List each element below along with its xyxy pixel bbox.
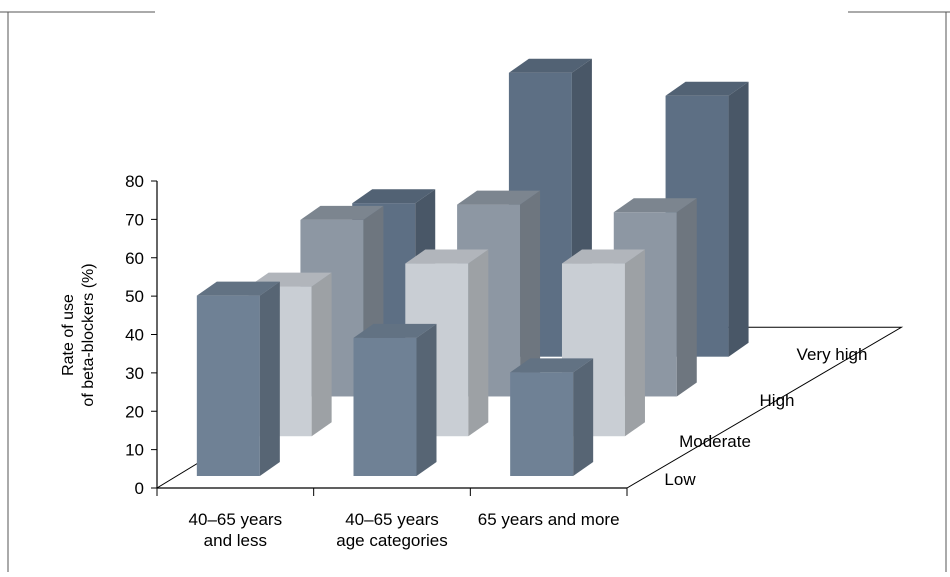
series-label: High [760, 391, 795, 410]
y-tick-label: 60 [125, 249, 144, 268]
bar-top [352, 189, 436, 204]
y-axis-title-text: Rate of use of beta-blockers (%) [60, 263, 97, 406]
y-axis-title-line: of beta-blockers (%) [80, 263, 97, 406]
category-label-line: 65 years and more [478, 510, 620, 529]
y-axis-title-line: Rate of use [60, 294, 77, 376]
bar-side [259, 281, 280, 476]
y-tick-label: 70 [125, 210, 144, 229]
bar-top [613, 198, 697, 213]
y-tick-label: 10 [125, 441, 144, 460]
y-tick-label: 20 [125, 402, 144, 421]
bar-front [353, 337, 417, 476]
bar-side [624, 249, 645, 437]
category-label: 40–65 years age categories [336, 510, 448, 550]
y-tick-label: 0 [135, 479, 144, 498]
bar-top [561, 249, 645, 264]
bar-front [510, 372, 574, 476]
y-axis: 0 10 20 30 40 50 60 70 80 [125, 172, 158, 498]
y-tick-label: 50 [125, 287, 144, 306]
y-tick-label: 30 [125, 364, 144, 383]
series-label: Low [664, 470, 696, 489]
bar-side [520, 190, 541, 397]
series-label: Moderate [679, 432, 751, 451]
bar [510, 358, 594, 476]
y-axis-title: Rate of use of beta-blockers (%) [60, 263, 97, 406]
category-label-line: age categories [336, 531, 448, 550]
bar-side [311, 272, 332, 437]
category-label-line: and less [204, 531, 267, 550]
y-tick-label: 80 [125, 172, 144, 191]
category-label: 65 years and more [478, 510, 620, 529]
series-label: Very high [797, 345, 868, 364]
category-label: 40–65 years and less [189, 510, 283, 550]
category-label-line: 40–65 years [345, 510, 439, 529]
bar-side [676, 198, 697, 397]
bar-side [728, 81, 749, 357]
bars [196, 58, 749, 476]
bar-side [416, 323, 437, 476]
frame-lines [0, 11, 950, 572]
y-tick-label: 40 [125, 326, 144, 345]
bar-side [573, 358, 594, 476]
x-axis: 40–65 years and less 40–65 years age catego… [156, 487, 628, 550]
bar-top [405, 249, 489, 264]
bar-front [196, 295, 260, 476]
bar [353, 323, 437, 476]
series-depth-labels: Low Moderate High Very high [664, 345, 867, 489]
bar [196, 281, 280, 476]
bar-top [457, 190, 541, 205]
bar-top [300, 205, 384, 220]
bar-top [665, 81, 749, 96]
bar-top [353, 323, 437, 338]
bar-top [508, 58, 592, 73]
bar-top [510, 358, 594, 373]
bar-side [468, 249, 489, 437]
category-label-line: 40–65 years [189, 510, 283, 529]
bar-top [196, 281, 280, 296]
